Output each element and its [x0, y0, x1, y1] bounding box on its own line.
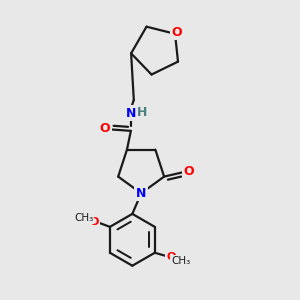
Text: N: N [136, 187, 146, 200]
Text: N: N [126, 107, 136, 120]
Text: O: O [89, 217, 98, 226]
Text: O: O [166, 252, 176, 262]
Text: O: O [171, 26, 182, 39]
Text: H: H [137, 106, 147, 119]
Text: CH₃: CH₃ [171, 256, 190, 266]
Text: CH₃: CH₃ [74, 213, 94, 223]
Text: O: O [183, 165, 194, 178]
Text: O: O [100, 122, 110, 135]
